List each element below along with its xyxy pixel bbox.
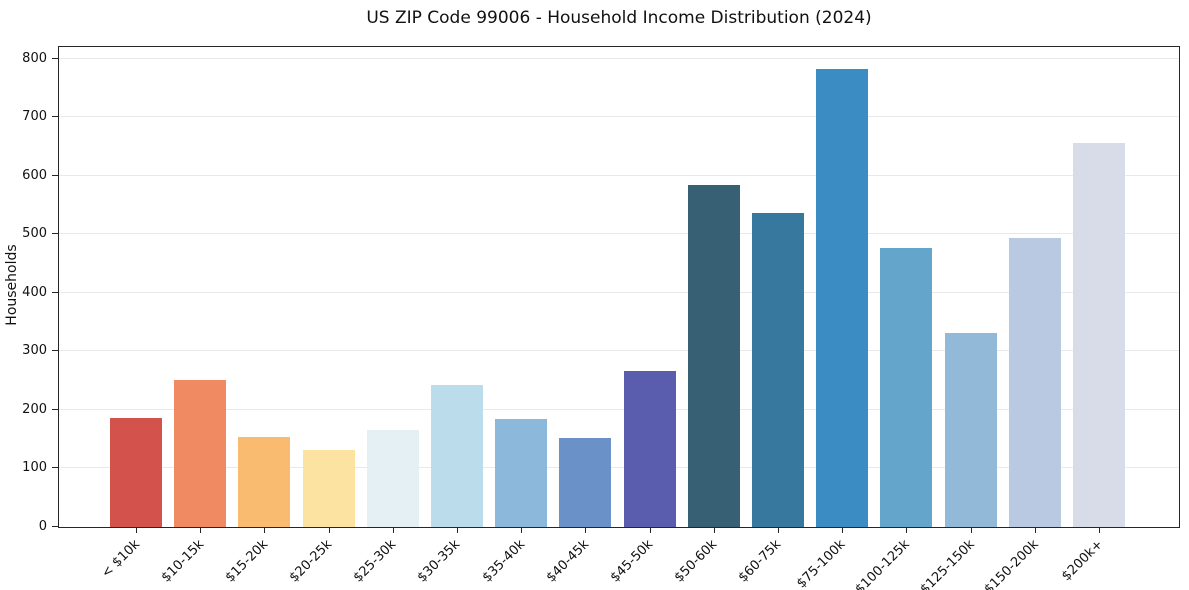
x-tick-label-125-150k: $125-150k bbox=[917, 537, 978, 590]
bar-15-20k[interactable] bbox=[238, 436, 291, 527]
x-tick-label-200k+: $200k+ bbox=[1058, 537, 1106, 585]
x-tick-mark-150-200k bbox=[1034, 527, 1036, 533]
x-tick-label-40-45k: $40-45k bbox=[543, 537, 593, 586]
bar-200k+[interactable] bbox=[1073, 143, 1126, 527]
x-tick-mark-40-45k bbox=[585, 527, 587, 533]
bar-25-30k[interactable] bbox=[366, 429, 419, 527]
x-tick-label-25-30k: $25-30k bbox=[350, 537, 400, 586]
x-tick-label-30-35k: $30-35k bbox=[415, 537, 464, 586]
bar-125-150k[interactable] bbox=[944, 333, 997, 527]
gridline-y-400 bbox=[59, 291, 1179, 293]
gridline-y-100 bbox=[59, 467, 1179, 469]
x-tick-label-20-25k: $20-25k bbox=[286, 537, 336, 586]
gridline-y-500 bbox=[59, 233, 1179, 235]
y-tick-label-700: 700 bbox=[22, 109, 47, 125]
x-tick-mark-20-25k bbox=[328, 527, 330, 533]
plot-area: 0 100 200 300 400 500 600 700 800 < $10k $10-15k $1… bbox=[22, 46, 1180, 590]
bar-75-100k[interactable] bbox=[816, 69, 869, 527]
y-tick-label-0: 0 bbox=[38, 519, 47, 534]
bar-30-35k[interactable] bbox=[430, 385, 483, 527]
x-tick-label-150-200k: $150-200k bbox=[981, 537, 1042, 590]
gridline-y-800 bbox=[59, 57, 1179, 59]
y-tick-label-300: 300 bbox=[22, 343, 47, 359]
x-tick-mark-125-150k bbox=[970, 527, 972, 533]
bar-45-50k[interactable] bbox=[623, 370, 676, 527]
x-tick-mark-30-35k bbox=[456, 527, 458, 533]
x-tick-mark-10-15k bbox=[200, 527, 202, 533]
y-tick-mark-200 bbox=[52, 408, 58, 410]
y-tick-mark-700 bbox=[52, 116, 58, 118]
y-tick-mark-100 bbox=[52, 467, 58, 469]
y-tick-label-200: 200 bbox=[22, 401, 47, 417]
x-tick-label-10-15k: $10-15k bbox=[158, 537, 207, 586]
y-tick-label-400: 400 bbox=[22, 284, 47, 300]
x-tick-mark-45-50k bbox=[649, 527, 651, 533]
x-tick-mark-200k+ bbox=[1099, 527, 1101, 533]
x-tick-label-50-60k: $50-60k bbox=[671, 537, 721, 586]
x-tick-mark-50-60k bbox=[713, 527, 715, 533]
y-tick-label-100: 100 bbox=[22, 460, 47, 476]
gridline-y-200 bbox=[59, 408, 1179, 410]
bar-40-45k[interactable] bbox=[559, 438, 612, 527]
x-tick-mark-100-125k bbox=[906, 527, 908, 533]
y-tick-mark-800 bbox=[52, 57, 58, 59]
x-tick-label-45-50k: $45-50k bbox=[607, 537, 657, 586]
y-tick-label-800: 800 bbox=[22, 50, 47, 66]
x-tick-label-35-40k: $35-40k bbox=[479, 537, 528, 586]
x-tick-mark-15-20k bbox=[264, 527, 266, 533]
x-tick-label-10k: < $10k bbox=[98, 537, 143, 582]
x-tick-label-100-125k: $100-125k bbox=[852, 537, 914, 590]
x-tick-mark-25-30k bbox=[392, 527, 394, 533]
y-tick-mark-0 bbox=[52, 526, 58, 527]
x-tick-label-15-20k: $15-20k bbox=[222, 537, 271, 586]
bar-50-60k[interactable] bbox=[687, 184, 740, 527]
x-tick-label-75-100k: $75-100k bbox=[794, 537, 849, 590]
chart-title: US ZIP Code 99006 - Household Income Dis… bbox=[366, 8, 872, 28]
x-tick-mark-10k bbox=[135, 527, 137, 533]
x-tick-mark-75-100k bbox=[842, 527, 844, 533]
bar-35-40k[interactable] bbox=[495, 419, 548, 527]
bar-10k[interactable] bbox=[109, 418, 162, 527]
bar-100-125k[interactable] bbox=[880, 248, 933, 527]
y-tick-mark-400 bbox=[52, 291, 58, 293]
y-tick-label-500: 500 bbox=[22, 226, 47, 242]
bar-10-15k[interactable] bbox=[174, 380, 227, 527]
y-tick-label-600: 600 bbox=[22, 167, 47, 183]
bar-60-75k[interactable] bbox=[752, 212, 805, 527]
bar-20-25k[interactable] bbox=[302, 449, 355, 527]
x-tick-label-60-75k: $60-75k bbox=[736, 537, 785, 586]
gridline-y-700 bbox=[59, 116, 1179, 118]
y-tick-mark-500 bbox=[52, 233, 58, 235]
bar-150-200k[interactable] bbox=[1008, 238, 1061, 527]
y-tick-mark-600 bbox=[52, 174, 58, 176]
x-tick-mark-35-40k bbox=[521, 527, 523, 533]
x-tick-mark-60-75k bbox=[778, 527, 780, 533]
y-tick-mark-300 bbox=[52, 350, 58, 352]
gridline-y-600 bbox=[59, 174, 1179, 176]
gridline-y-300 bbox=[59, 350, 1179, 352]
